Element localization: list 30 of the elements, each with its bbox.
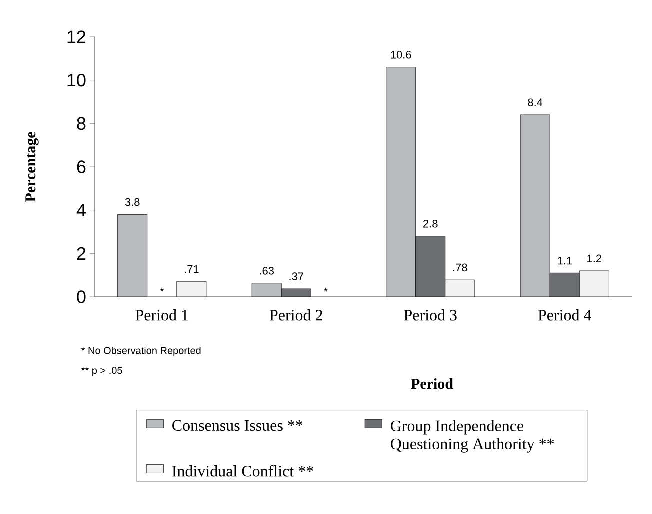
data-label: .71 — [185, 266, 199, 274]
data-label: 3.8 — [125, 198, 140, 206]
data-label: 1.1 — [558, 257, 572, 265]
data-label: .78 — [454, 264, 468, 272]
data-label: .37 — [290, 272, 304, 280]
data-label: 2.8 — [424, 220, 438, 228]
x-tick-label: Period 2 — [270, 310, 322, 321]
data-label: 1.2 — [588, 254, 602, 262]
y-tick-label: 8 — [77, 117, 86, 130]
y-tick-label: 12 — [68, 30, 86, 44]
x-tick-label: Period 1 — [136, 310, 188, 321]
legend-label: Individual Conflict ** — [172, 465, 314, 477]
y-tick-label: 4 — [76, 204, 86, 217]
x-tick-label: Period 3 — [404, 310, 457, 321]
legend-label: Consensus Issues ** — [172, 420, 303, 432]
y-tick-label: 0 — [77, 290, 86, 304]
legend-label: Group Independence Questioning Authority ** — [391, 420, 554, 453]
y-axis-title: Percentage — [26, 132, 39, 202]
data-label: 8.4 — [528, 98, 543, 106]
y-tick-label: 2 — [77, 247, 86, 260]
text: * — [160, 288, 164, 292]
y-tick-label: 6 — [77, 160, 86, 174]
x-axis-title: Period — [411, 378, 454, 390]
y-tick-label: 10 — [68, 74, 86, 87]
x-tick-label: Period 4 — [538, 310, 592, 321]
data-label: 10.6 — [391, 51, 412, 59]
text: * No Observation Reported — [82, 346, 201, 356]
data-label: .63 — [260, 267, 274, 275]
text: ** p > .05 — [82, 367, 122, 376]
text: * — [324, 288, 328, 292]
